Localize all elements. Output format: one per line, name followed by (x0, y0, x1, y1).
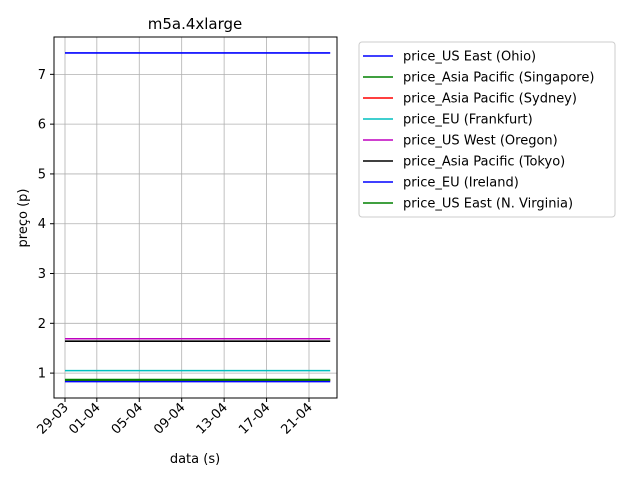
legend-entries: price_US East (Ohio) price_Asia Pacific (… (363, 50, 594, 212)
plot-frame (53, 36, 338, 399)
legend-label: price_US East (Ohio) (403, 50, 536, 65)
series-lines (65, 52, 331, 383)
legend-label: price_Asia Pacific (Sydney) (403, 92, 577, 107)
legend-label: price_Asia Pacific (Tokyo) (403, 155, 565, 170)
y-tick-label: 4 (38, 217, 46, 232)
legend-label: price_US East (N. Virginia) (403, 197, 573, 212)
chart-title: m5a.4xlarge (148, 15, 243, 33)
y-axis-ticks: 1 2 3 4 5 6 7 (38, 68, 54, 382)
y-tick-label: 3 (38, 267, 46, 282)
legend-label: price_US West (Oregon) (403, 134, 558, 149)
y-tick-label: 7 (38, 68, 46, 83)
legend-label: price_EU (Ireland) (403, 176, 519, 191)
legend-label: price_Asia Pacific (Singapore) (403, 71, 594, 86)
y-tick-label: 1 (38, 367, 46, 382)
legend-label: price_EU (Frankfurt) (403, 113, 533, 128)
legend-box (358, 41, 616, 218)
x-axis-label: data (s) (170, 452, 220, 467)
y-axis-label: preço (p) (16, 189, 31, 248)
y-tick-label: 2 (38, 317, 46, 332)
legend: price_US East (Ohio) price_Asia Pacific (… (358, 41, 616, 218)
grid (54, 37, 337, 398)
y-tick-label: 6 (38, 118, 46, 133)
y-tick-label: 5 (38, 167, 46, 182)
